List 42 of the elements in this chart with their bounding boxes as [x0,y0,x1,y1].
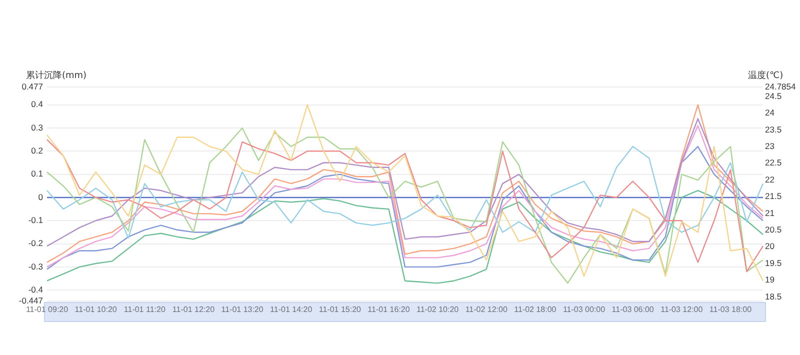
x-tick-label: 11-02 10:20 [416,305,460,314]
y2-tick-label: 20 [765,241,775,252]
x-tick-label: 11-01 09:20 [26,305,69,314]
y2-tick-label: 24.7854 [765,81,796,92]
y2-tick-label: 20.5 [765,224,782,235]
x-tick-label: 11-01 14:20 [270,305,313,314]
y2-tick-label: 24.5 [765,90,782,101]
x-tick-label: 11-03 18:00 [709,305,752,314]
x-tick-label: 11-01 15:20 [318,305,362,314]
y2-tick-label: 21 [765,208,775,218]
y-tick-label: -0.3 [28,261,44,272]
y-tick-label: 0 [38,192,44,202]
y2-tick-label: 22 [765,174,775,184]
y-axis-title: 累计沉降(mm) [26,70,87,81]
y-tick-label: 0.2 [31,145,44,156]
y-tick-label: 0.3 [31,122,44,132]
y-tick-label: 0.4 [31,99,44,110]
y2-tick-label: 23.5 [765,124,782,134]
x-tick-label: 11-02 12:00 [465,305,508,314]
y-tick-label: -0.4 [28,284,44,294]
y2-tick-label: 24 [765,108,775,118]
y-tick-label: -0.447 [18,295,44,306]
x-tick-label: 11-01 13:20 [221,305,264,314]
x-tick-label: 11-01 12:20 [172,305,216,314]
y2-tick-label: 22.5 [765,158,782,168]
x-tick-label: 11-01 16:20 [368,305,410,314]
x-tick-label: 11-01 10:20 [74,305,118,314]
y2-tick-label: 21.5 [765,191,782,202]
y-tick-label: -0.2 [28,238,44,248]
y2-tick-label: 18.5 [765,291,782,302]
y2-axis-title: 温度(℃) [748,70,784,81]
y-tick-label: -0.1 [28,214,44,225]
x-tick-label: 11-02 18:00 [514,305,557,314]
x-tick-label: 11-03 12:00 [660,305,704,314]
x-tick-label: 11-03 06:00 [612,305,654,314]
y-tick-label: 0.477 [22,81,44,92]
y2-tick-label: 23 [765,140,775,151]
x-tick-label: 11-01 11:20 [124,305,166,314]
y2-tick-label: 19.5 [765,258,782,268]
x-tick-label: 11-03 00:00 [562,305,606,314]
y-tick-label: 0.1 [31,168,44,179]
y2-tick-label: 19 [765,274,775,285]
